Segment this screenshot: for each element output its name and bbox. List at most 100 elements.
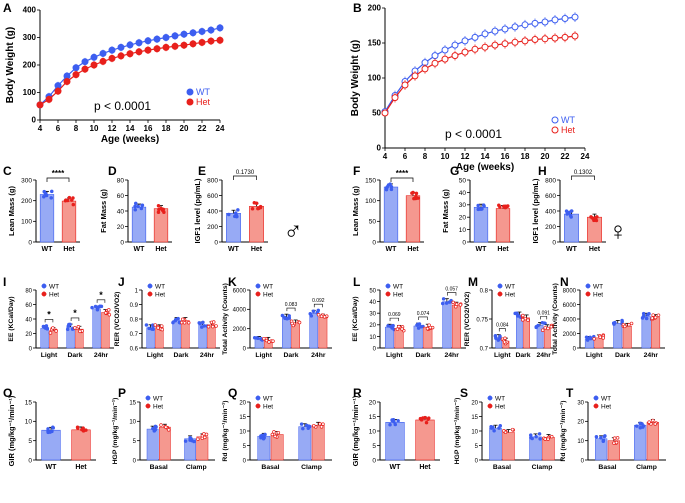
x-tick-label: 20 [541, 152, 550, 161]
data-point [536, 323, 540, 328]
bar-het-basal [502, 432, 515, 461]
data-point [549, 324, 554, 329]
bar-het [71, 429, 91, 461]
y-axis-label: IGF1 level (pg/mL) [193, 178, 202, 244]
data-point [530, 436, 534, 441]
data-point [159, 206, 163, 211]
data-point [651, 313, 655, 317]
data-point [81, 58, 89, 66]
data-point [90, 305, 94, 310]
data-point [540, 328, 545, 332]
data-point [423, 415, 427, 420]
data-point [48, 430, 52, 434]
x-tick-label: 4 [383, 152, 388, 161]
data-point [551, 34, 559, 42]
legend-label: Het [601, 404, 611, 411]
data-point [117, 52, 125, 60]
x-tick-label: Basal [493, 464, 511, 471]
significance-label: 0.084 [496, 323, 509, 329]
data-point [189, 29, 197, 37]
data-point [135, 48, 143, 56]
data-point [154, 425, 158, 429]
y-axis-label: Lean Mass (g) [351, 185, 360, 236]
data-point [650, 316, 654, 320]
panel-label: D [108, 164, 117, 178]
legend-marker [551, 116, 559, 124]
legend-label: WT [153, 396, 163, 403]
data-point [36, 101, 44, 109]
data-point [71, 202, 76, 207]
data-point [571, 13, 579, 21]
significance-label: 0.091 [537, 310, 550, 316]
data-point [214, 324, 218, 328]
data-point [256, 206, 260, 211]
x-tick-label: 14 [481, 152, 490, 161]
data-point [71, 196, 75, 200]
x-tick-label: WT [390, 464, 402, 471]
data-point [297, 320, 302, 325]
x-tick-label: 18 [521, 152, 530, 161]
y-tick-label: 5 [243, 444, 247, 450]
legend-marker [487, 395, 493, 401]
legend-marker [497, 291, 503, 297]
x-tick-label: Light [386, 352, 403, 359]
bar-wt [226, 213, 241, 243]
y-tick-label: 400 [545, 208, 556, 215]
y-tick-label: 0 [28, 239, 32, 246]
legend-marker [147, 291, 153, 297]
data-point [451, 52, 459, 60]
y-tick-label: 0.8 [480, 288, 489, 294]
data-point [629, 321, 634, 326]
bar-het [249, 206, 264, 243]
data-point [206, 325, 211, 329]
y-tick-label: 40 [369, 300, 376, 306]
data-point [76, 325, 81, 329]
data-point [491, 41, 499, 49]
data-point [461, 48, 469, 56]
panel-B: B 0 50 100 150 200 Body Weight (g) 4 6 8 10 12 14 16 1… [350, 1, 590, 173]
y-tick-label: 0 [372, 457, 376, 464]
x-tick-label: Light [586, 352, 603, 359]
data-point [451, 41, 459, 49]
y-axis-label: HGP (mg/kg⁻¹/min⁻¹) [454, 398, 461, 465]
data-point [276, 430, 281, 435]
data-point [153, 35, 161, 43]
data-point [640, 316, 645, 320]
x-tick-label: 14 [126, 124, 135, 133]
y-tick-label: 0 [32, 115, 37, 124]
data-point [400, 327, 404, 331]
x-axis-label: Age (weeks) [456, 162, 514, 173]
legend-marker [497, 283, 503, 289]
data-point [454, 302, 459, 306]
x-tick-label: 12 [461, 152, 470, 161]
bar-het-clamp [646, 422, 659, 461]
data-point [45, 95, 53, 103]
bar-het [61, 200, 77, 243]
y-tick-label: 0 [214, 239, 218, 246]
panel-label: A [3, 1, 12, 15]
panel-R: R 0 5 10 15 20 GIR (mg/kg⁻¹/min⁻¹) WT Het [351, 386, 440, 471]
y-tick-label: 10 [369, 428, 377, 435]
data-point [159, 423, 163, 427]
data-point [162, 34, 170, 41]
data-point [644, 316, 649, 321]
data-point [395, 327, 400, 331]
data-point [424, 420, 429, 425]
y-tick-label: 5 [133, 439, 137, 445]
data-point [211, 320, 216, 324]
data-point [66, 324, 71, 328]
bar-het [415, 419, 435, 461]
legend-label: Het [505, 292, 515, 299]
y-tick-label: 100 [365, 198, 376, 205]
y-tick-label: 0 [581, 458, 585, 464]
data-point [64, 198, 68, 202]
data-point [542, 321, 547, 325]
data-point [322, 315, 327, 319]
significance-label: 0.057 [445, 287, 458, 293]
data-point [417, 322, 422, 326]
bar-het-24hr [318, 316, 328, 349]
data-point [388, 422, 392, 427]
data-point [273, 434, 277, 439]
data-point [501, 25, 509, 33]
bar-wt-clamp [298, 426, 312, 461]
